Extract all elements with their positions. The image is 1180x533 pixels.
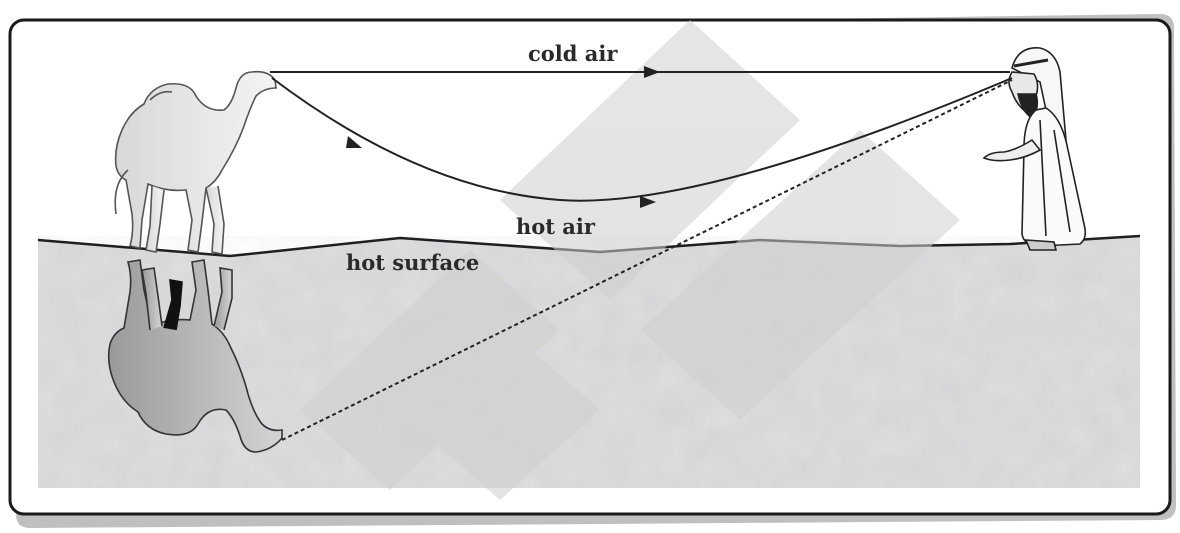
camel-icon xyxy=(114,70,277,255)
watermark-logo xyxy=(300,20,960,500)
refracted-ray-arrow-1 xyxy=(346,136,362,148)
ground-line xyxy=(37,234,1141,258)
cold-air-label: cold air xyxy=(528,41,618,66)
camel-reflection-icon xyxy=(107,259,283,453)
refracted-ray xyxy=(271,77,1013,202)
direct-ray-arrow xyxy=(644,66,660,78)
refracted-ray-arrow-2 xyxy=(640,196,656,208)
hot-air-label: hot air xyxy=(516,214,596,239)
hot-surface-label: hot surface xyxy=(346,250,479,275)
apparent-ray xyxy=(281,79,1013,441)
observer-icon xyxy=(982,47,1087,251)
